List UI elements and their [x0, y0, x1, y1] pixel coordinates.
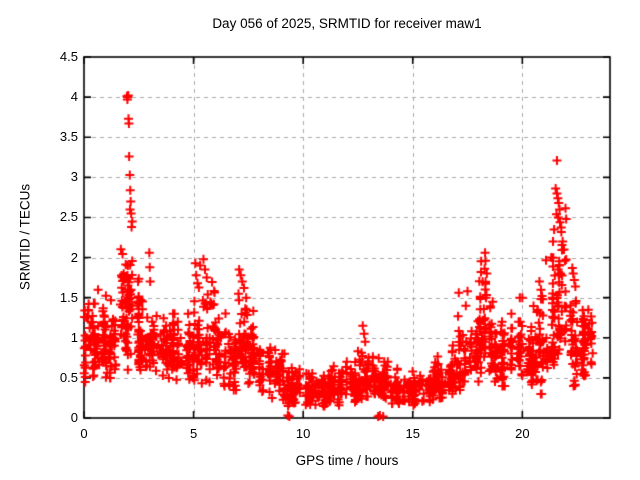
x-tick-label: 10: [295, 426, 311, 441]
y-tick-label: 4: [70, 89, 78, 105]
x-tick-label: 0: [80, 426, 88, 441]
x-tick-label: 5: [189, 426, 198, 441]
y-tick-label: 0.5: [59, 369, 78, 385]
y-tick-label: 3: [70, 169, 78, 185]
y-axis-title: SRMTID / TECUs: [17, 183, 33, 291]
y-tick-label: 1.5: [59, 289, 78, 305]
x-tick-label: 20: [515, 426, 530, 441]
y-tick-label: 1: [70, 329, 78, 345]
y-tick-label: 4.5: [59, 49, 78, 64]
y-tick-label: 2: [70, 249, 78, 265]
x-tick-label: 15: [405, 426, 420, 441]
y-tick-label: 3.5: [59, 129, 78, 145]
y-tick-label: 2.5: [59, 209, 78, 225]
x-axis-title: GPS time / hours: [295, 453, 399, 468]
y-tick-label: 0: [70, 410, 78, 425]
chart-title: Day 056 of 2025, SRMTID for receiver maw…: [212, 16, 482, 31]
